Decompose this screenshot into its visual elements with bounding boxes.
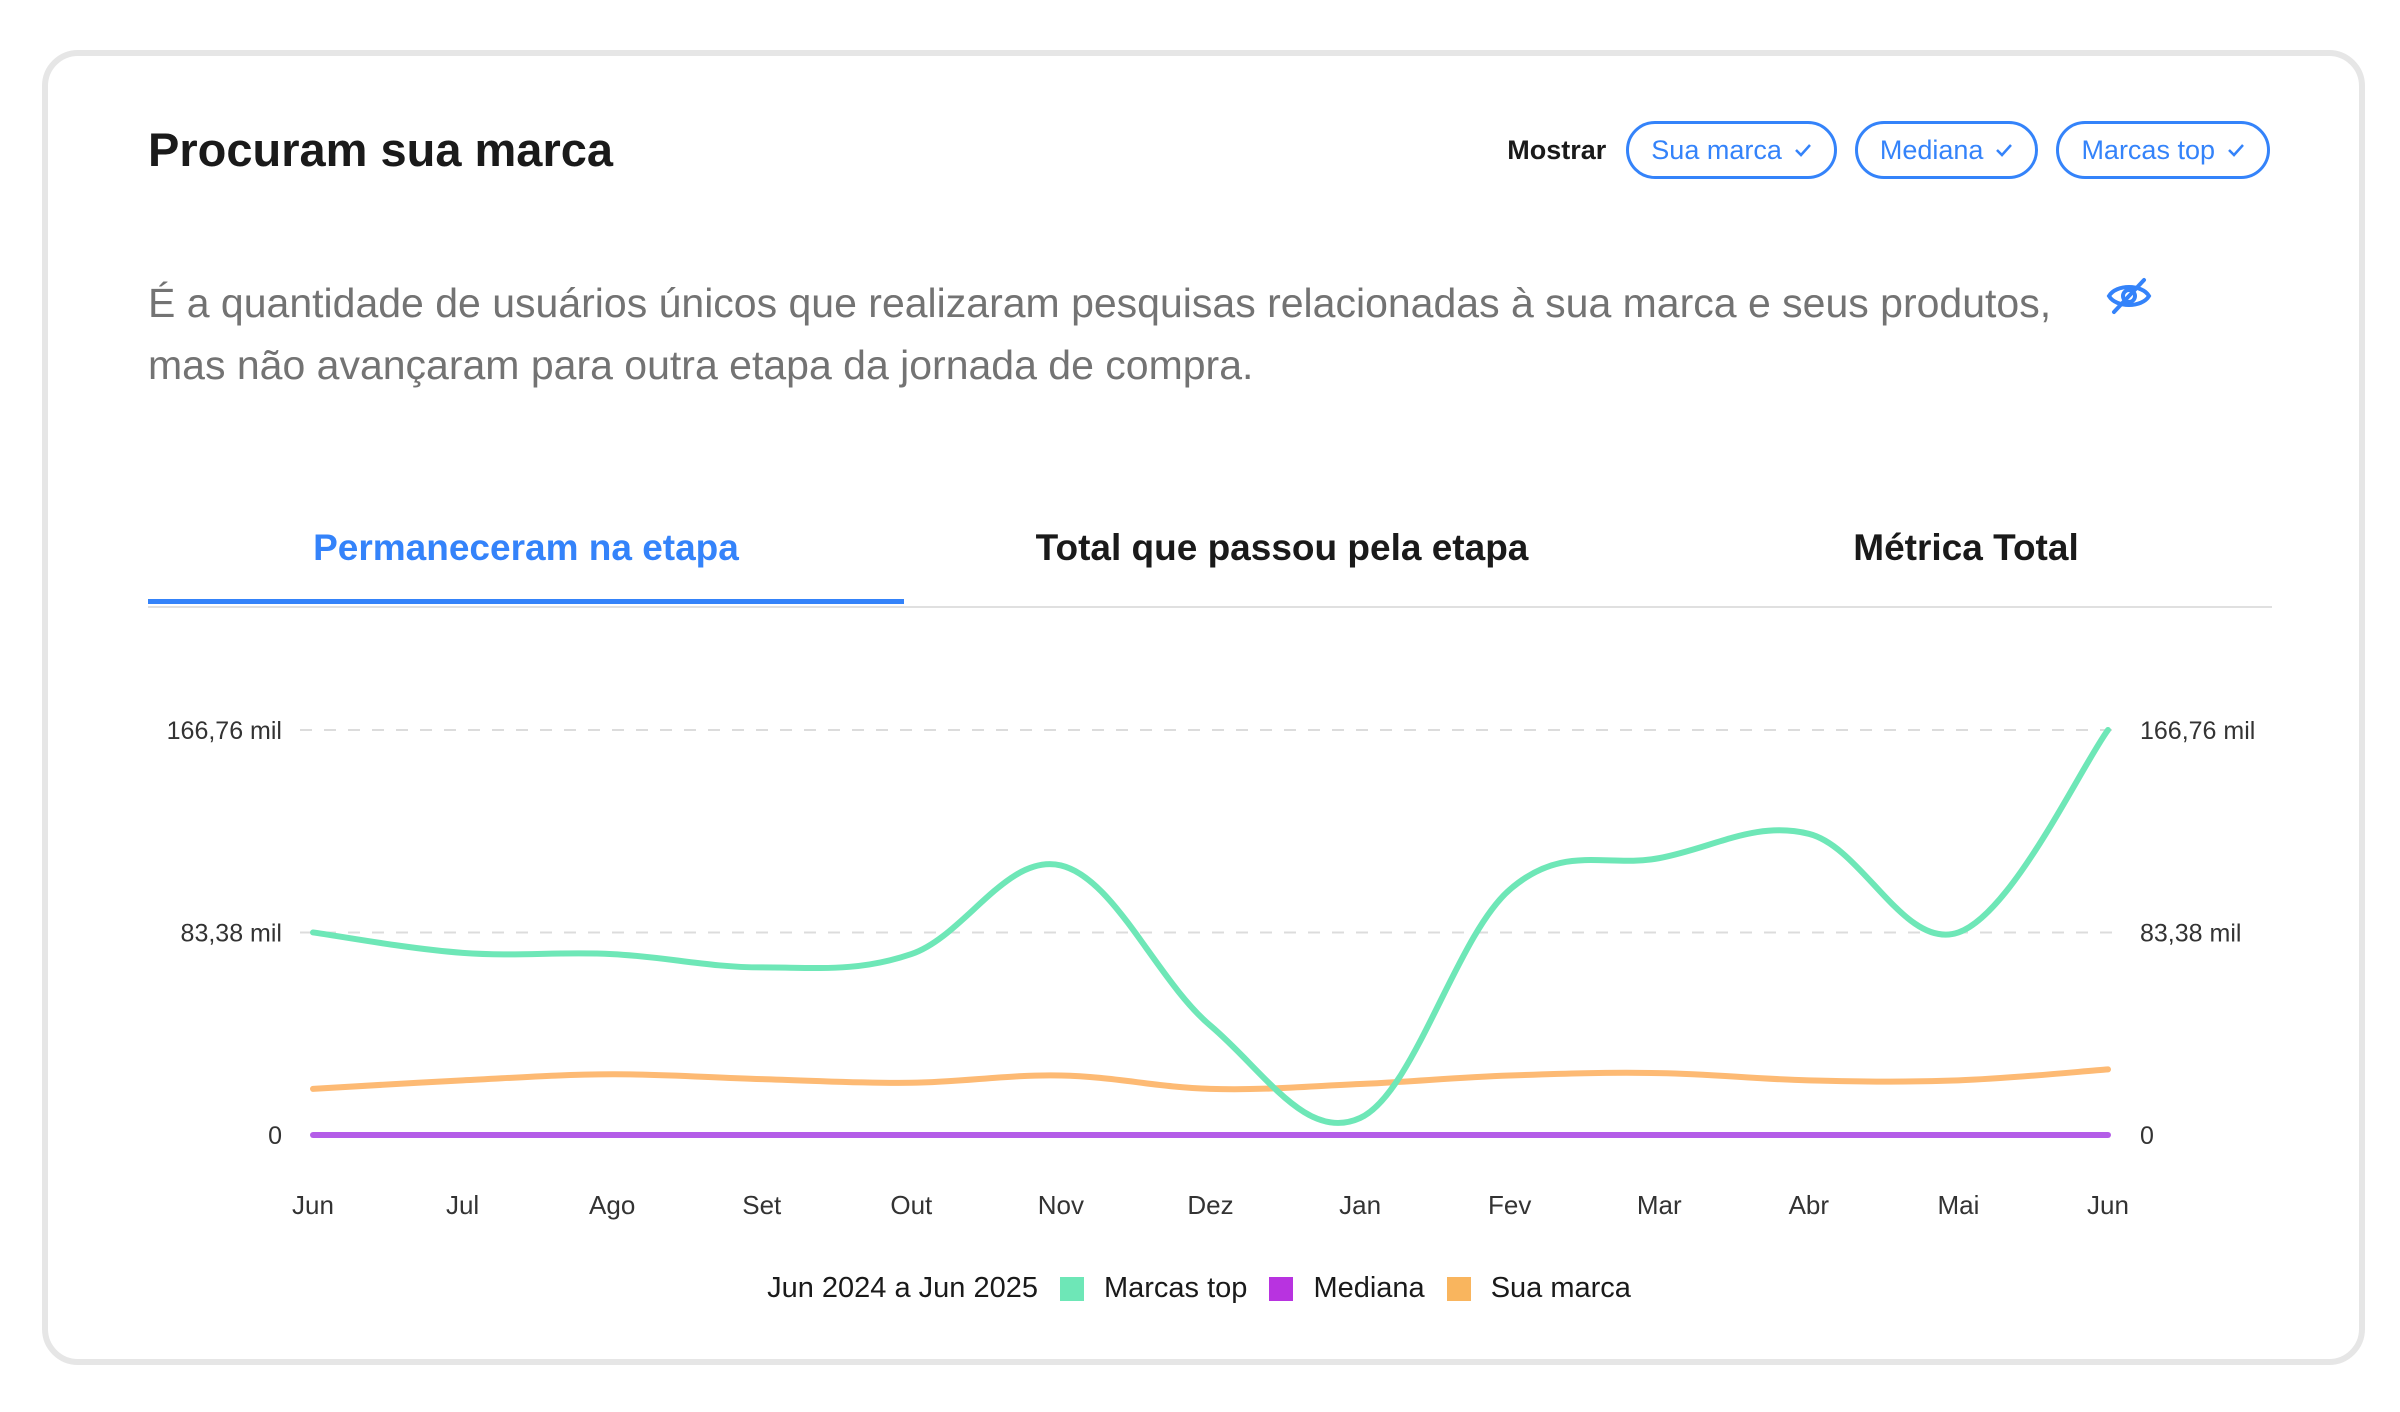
chart-legend: Jun 2024 a Jun 2025 Marcas top Mediana S… [0,1272,2400,1305]
legend-label: Sua marca [1490,1272,1631,1304]
filter-chip-label: Marcas top [2081,134,2215,165]
card-description: É a quantidade de usuários únicos que re… [148,280,2052,388]
tab-permaneceram-na-etapa[interactable]: Permaneceram na etapa [148,500,904,604]
legend-label: Mediana [1313,1272,1425,1304]
metric-card [42,50,2365,1365]
legend-item-marcas-top[interactable]: Marcas top [1059,1272,1248,1305]
tab-bar: Permaneceram na etapa Total que passou p… [148,500,2272,608]
tab-total-que-passou-pela-etapa[interactable]: Total que passou pela etapa [1035,527,1529,568]
check-icon [1794,144,1811,157]
card-title: Procuram sua marca [148,123,614,176]
legend-label: Marcas top [1103,1272,1248,1304]
filter-chip-label: Sua marca [1651,134,1782,165]
check-icon [1996,144,2013,157]
filter-chip-marcas-top[interactable]: Marcas top [2056,121,2270,179]
series-filter-bar: Mostrar Sua marca Mediana Marcas top [1507,118,2270,182]
legend-item-sua-marca[interactable]: Sua marca [1446,1272,1631,1305]
legend-swatch [1269,1276,1294,1301]
filter-chip-sua-marca[interactable]: Sua marca [1626,121,1837,179]
check-icon [2228,144,2244,157]
legend-item-mediana[interactable]: Mediana [1269,1272,1425,1305]
legend-period: Jun 2024 a Jun 2025 [767,1272,1038,1304]
filter-chip-label: Mediana [1879,134,1984,165]
legend-swatch [1059,1276,1084,1301]
filter-chip-mediana[interactable]: Mediana [1854,121,2039,179]
legend-swatch [1446,1276,1471,1301]
tab-metrica-total[interactable]: Métrica Total [1853,527,2079,568]
eye-off-icon[interactable] [2106,276,2152,316]
show-label: Mostrar [1507,134,1607,165]
